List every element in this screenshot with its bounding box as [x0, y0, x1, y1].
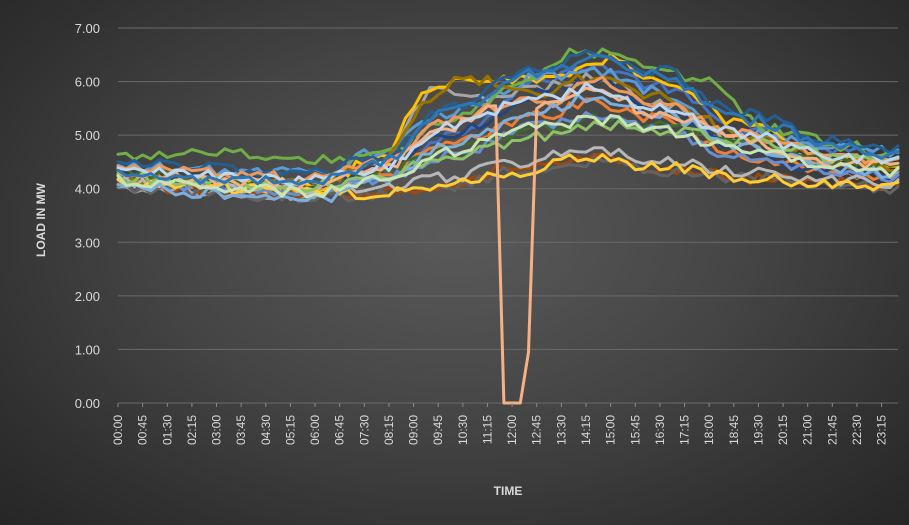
y-tick-label: 3.00 [75, 235, 100, 250]
series-lines [116, 47, 900, 405]
y-tick-label: 4.00 [75, 182, 100, 197]
series-line [116, 53, 900, 186]
x-tick-label: 05:15 [283, 415, 297, 445]
x-tick-label: 08:15 [382, 415, 396, 445]
x-tick-label: 16:30 [653, 415, 667, 445]
y-axis-title: LOAD IN MW [34, 182, 48, 257]
x-tick-label: 14:15 [579, 415, 593, 445]
x-tick-label: 12:45 [530, 415, 544, 445]
x-tick-label: 18:45 [727, 415, 741, 445]
x-tick-label: 13:30 [554, 415, 568, 445]
y-tick-label: 7.00 [75, 21, 100, 36]
x-tick-label: 22:30 [850, 415, 864, 445]
x-tick-label: 21:00 [801, 415, 815, 445]
series-line [116, 114, 900, 199]
x-tick-label: 00:45 [136, 415, 150, 445]
y-tick-label: 5.00 [75, 128, 100, 143]
series-line [116, 93, 900, 203]
x-tick-label: 06:00 [308, 415, 322, 445]
x-tick-label: 06:45 [333, 415, 347, 445]
x-tick-label: 20:15 [776, 415, 790, 445]
x-tick-label: 15:00 [604, 415, 618, 445]
y-tick-label: 1.00 [75, 342, 100, 357]
y-tick-label: 6.00 [75, 75, 100, 90]
series-line [116, 66, 900, 178]
x-axis-title: TIME [494, 484, 523, 498]
x-tick-label: 02:15 [185, 415, 199, 445]
series-line [116, 119, 900, 193]
x-tick-label: 03:00 [210, 415, 224, 445]
series-line [116, 49, 900, 177]
y-tick-label: 2.00 [75, 289, 100, 304]
x-tick-label: 19:30 [751, 415, 765, 445]
series-line [116, 81, 900, 188]
x-tick-label: 00:00 [111, 415, 125, 445]
x-tick-label: 07:30 [357, 415, 371, 445]
x-tick-label: 17:15 [678, 415, 692, 445]
x-tick-label: 21:45 [825, 415, 839, 445]
x-tick-label: 09:00 [407, 415, 421, 445]
x-tick-label: 18:00 [702, 415, 716, 445]
x-tick-label: 11:15 [480, 415, 494, 444]
y-axis-ticks: 0.00 1.00 2.00 3.00 4.00 5.00 6.00 7.00 [75, 21, 100, 411]
x-axis-ticks: 00:00 00:45 01:30 02:15 03:00 03:45 04:30 05:15… [111, 403, 889, 445]
x-tick-label: 23:15 [875, 415, 889, 445]
x-tick-label: 10:30 [456, 415, 470, 445]
x-tick-label: 15:45 [628, 415, 642, 445]
x-tick-label: 01:30 [160, 415, 174, 445]
y-tick-label: 0.00 [75, 396, 100, 411]
x-tick-label: 12:00 [505, 415, 519, 445]
x-tick-label: 03:45 [234, 415, 248, 445]
gridlines [118, 27, 898, 404]
x-tick-label: 04:30 [259, 415, 273, 445]
x-tick-label: 09:45 [431, 415, 445, 445]
